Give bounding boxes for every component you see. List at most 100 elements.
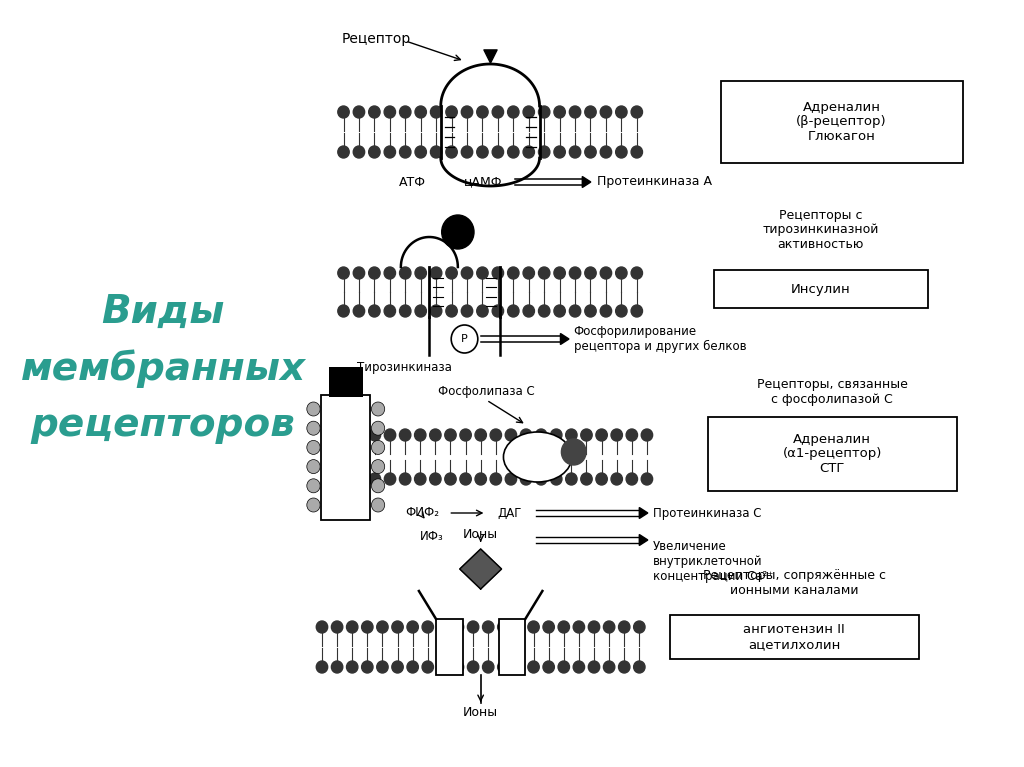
Circle shape — [430, 106, 441, 118]
Circle shape — [585, 267, 596, 279]
Text: Протеинкиназа С: Протеинкиназа С — [652, 506, 761, 519]
Circle shape — [505, 429, 517, 441]
Circle shape — [372, 498, 385, 512]
Circle shape — [445, 106, 458, 118]
Circle shape — [618, 661, 630, 673]
Circle shape — [475, 429, 486, 441]
Circle shape — [332, 621, 343, 633]
Circle shape — [430, 473, 441, 485]
Circle shape — [399, 267, 411, 279]
Circle shape — [407, 661, 419, 673]
Text: Фосфолипаза С: Фосфолипаза С — [438, 386, 535, 399]
Circle shape — [618, 621, 630, 633]
Circle shape — [399, 473, 411, 485]
Circle shape — [523, 146, 535, 158]
Circle shape — [498, 621, 509, 633]
Circle shape — [611, 473, 623, 485]
Circle shape — [384, 473, 395, 485]
Circle shape — [415, 267, 426, 279]
Circle shape — [354, 429, 366, 441]
Circle shape — [631, 146, 642, 158]
Circle shape — [523, 106, 535, 118]
Text: Рецепторы, связанные
с фосфолипазой С: Рецепторы, связанные с фосфолипазой С — [757, 378, 907, 406]
Circle shape — [626, 473, 638, 485]
Circle shape — [430, 146, 441, 158]
Circle shape — [641, 473, 652, 485]
Circle shape — [445, 267, 458, 279]
Circle shape — [600, 146, 611, 158]
Text: Адреналин
(β-рецептор)
Глюкагон: Адреналин (β-рецептор) Глюкагон — [797, 100, 887, 143]
Circle shape — [384, 106, 395, 118]
Circle shape — [415, 473, 426, 485]
FancyBboxPatch shape — [322, 394, 371, 519]
FancyBboxPatch shape — [499, 619, 525, 675]
Text: Рецепторы, сопряжённые с
ионными каналами: Рецепторы, сопряжённые с ионными каналам… — [702, 569, 886, 597]
Circle shape — [596, 473, 607, 485]
Text: цАМФ: цАМФ — [464, 176, 503, 189]
Circle shape — [353, 267, 365, 279]
Circle shape — [543, 661, 554, 673]
Circle shape — [467, 621, 479, 633]
Circle shape — [370, 473, 381, 485]
Circle shape — [600, 267, 611, 279]
Circle shape — [581, 429, 592, 441]
Circle shape — [600, 305, 611, 317]
Circle shape — [615, 146, 627, 158]
Circle shape — [338, 106, 349, 118]
Circle shape — [399, 146, 411, 158]
Circle shape — [603, 661, 614, 673]
Circle shape — [539, 106, 550, 118]
Circle shape — [585, 106, 596, 118]
FancyBboxPatch shape — [721, 81, 963, 163]
Circle shape — [461, 106, 473, 118]
Circle shape — [399, 305, 411, 317]
Circle shape — [589, 621, 600, 633]
Circle shape — [539, 146, 550, 158]
Circle shape — [493, 305, 504, 317]
Circle shape — [558, 661, 569, 673]
Circle shape — [377, 661, 388, 673]
Circle shape — [316, 621, 328, 633]
Text: ИФ₃: ИФ₃ — [420, 529, 443, 542]
Circle shape — [339, 473, 350, 485]
Circle shape — [493, 106, 504, 118]
FancyBboxPatch shape — [670, 615, 919, 659]
Circle shape — [415, 106, 426, 118]
Text: Увеличение
внутриклеточной
концентрации Ca²⁺: Увеличение внутриклеточной концентрации … — [652, 540, 773, 583]
Circle shape — [346, 661, 358, 673]
Circle shape — [445, 146, 458, 158]
Circle shape — [307, 459, 321, 473]
Circle shape — [585, 146, 596, 158]
Circle shape — [467, 661, 479, 673]
Circle shape — [372, 421, 385, 435]
Circle shape — [399, 429, 411, 441]
Circle shape — [498, 661, 509, 673]
Circle shape — [611, 429, 623, 441]
Circle shape — [346, 621, 358, 633]
Circle shape — [338, 305, 349, 317]
Circle shape — [615, 267, 627, 279]
Circle shape — [461, 146, 473, 158]
Circle shape — [589, 661, 600, 673]
Text: Тирозинкиназа: Тирозинкиназа — [357, 360, 453, 374]
Bar — [329, 367, 362, 397]
Circle shape — [482, 661, 494, 673]
Circle shape — [551, 473, 562, 485]
Circle shape — [338, 146, 349, 158]
Circle shape — [569, 106, 581, 118]
Text: Адреналин
(α1-рецептор)
СТГ: Адреналин (α1-рецептор) СТГ — [782, 433, 882, 476]
Circle shape — [372, 479, 385, 493]
Circle shape — [527, 621, 540, 633]
Circle shape — [369, 146, 380, 158]
Circle shape — [369, 305, 380, 317]
Circle shape — [508, 305, 519, 317]
Circle shape — [615, 106, 627, 118]
Circle shape — [585, 305, 596, 317]
Circle shape — [307, 440, 321, 454]
Circle shape — [353, 305, 365, 317]
Polygon shape — [639, 508, 648, 518]
Circle shape — [543, 621, 554, 633]
Circle shape — [573, 661, 585, 673]
Circle shape — [422, 621, 433, 633]
Circle shape — [399, 106, 411, 118]
